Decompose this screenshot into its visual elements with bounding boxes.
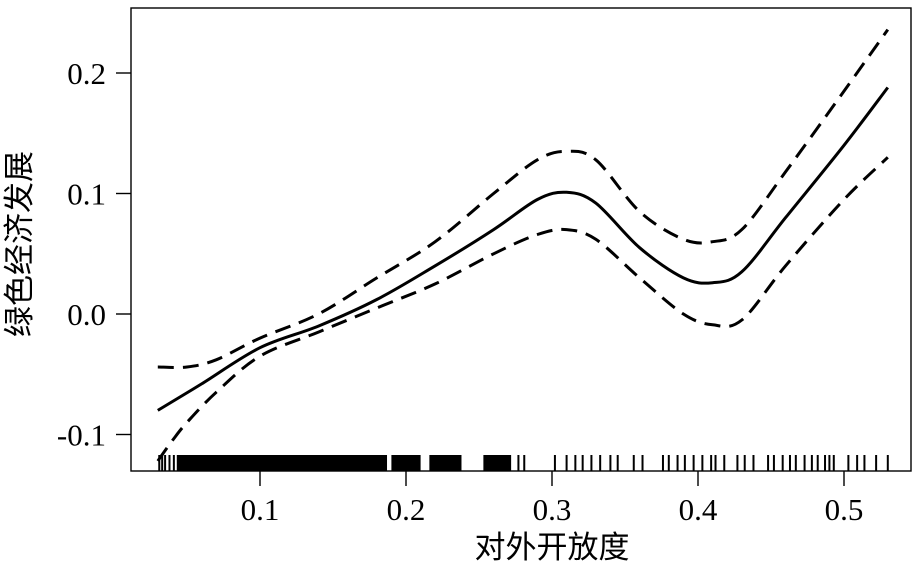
series-line-ci-lower bbox=[156, 156, 889, 462]
series-line-ci-upper bbox=[157, 28, 890, 370]
y-tick-label: 0.2 bbox=[67, 56, 106, 91]
rug-dense-block bbox=[176, 455, 388, 471]
series-layer bbox=[156, 28, 890, 462]
x-tick-label: 0.4 bbox=[679, 492, 718, 527]
x-tick-label: 0.3 bbox=[533, 492, 572, 527]
y-tick-label: -0.1 bbox=[57, 418, 106, 453]
x-tick-label: 0.2 bbox=[387, 492, 426, 527]
x-tick-label: 0.1 bbox=[241, 492, 280, 527]
y-axis: -0.1 0.0 0.1 0.2 bbox=[57, 56, 131, 453]
y-tick-label: 0.1 bbox=[67, 177, 106, 212]
rug-dense-block bbox=[391, 455, 421, 471]
y-axis-title: 绿色经济发展 bbox=[2, 151, 37, 337]
rug-dense-block bbox=[483, 455, 512, 471]
x-axis-title: 对外开放度 bbox=[475, 530, 630, 565]
series-line-estimate bbox=[157, 86, 889, 412]
plot-frame bbox=[130, 7, 912, 472]
x-axis: 0.1 0.2 0.3 0.4 0.5 bbox=[241, 471, 864, 527]
rug-dense-block bbox=[429, 455, 462, 471]
rug-plot bbox=[158, 455, 889, 471]
y-tick-label: 0.0 bbox=[67, 297, 106, 332]
x-tick-label: 0.5 bbox=[825, 492, 864, 527]
